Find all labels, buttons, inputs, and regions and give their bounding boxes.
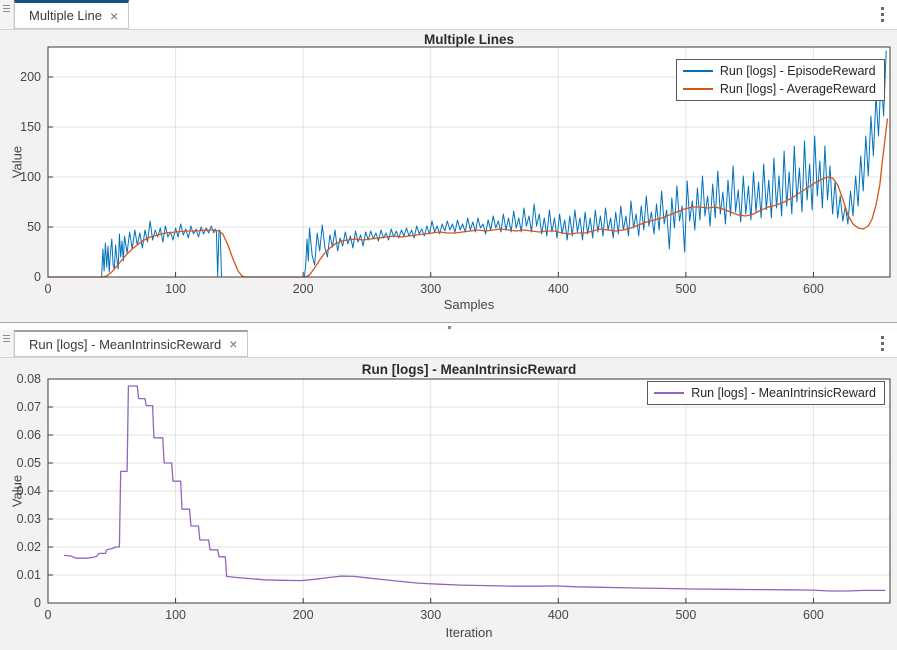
svg-text:0.02: 0.02 — [17, 540, 41, 554]
svg-text:100: 100 — [165, 608, 186, 622]
svg-text:150: 150 — [20, 120, 41, 134]
legend-entry: Run [logs] - AverageReward — [682, 80, 876, 98]
multiple-lines-panel: Multiple Lines 0 100 200 300 400 500 600 0 50 100… — [0, 30, 897, 322]
panel-grip-icon[interactable] — [0, 0, 14, 29]
svg-text:200: 200 — [20, 70, 41, 84]
legend-label: Run [logs] - EpisodeReward — [719, 64, 876, 78]
mean-intrinsic-reward-chart: 0 100 200 300 400 500 600 0 0.01 0.02 0.03 0.04 0.05… — [17, 372, 891, 622]
panel-grip-icon[interactable] — [0, 330, 14, 357]
chart-title: Multiple Lines — [423, 32, 514, 47]
svg-text:100: 100 — [20, 170, 41, 184]
svg-text:400: 400 — [548, 282, 569, 296]
tab-mean-intrinsic-reward[interactable]: Run [logs] - MeanIntrinsicReward × — [14, 330, 249, 357]
y-axis-label: Value — [9, 474, 25, 508]
y-axis-label: Value — [9, 145, 25, 179]
svg-text:300: 300 — [420, 282, 441, 296]
bottom-tab-bar: Run [logs] - MeanIntrinsicReward × — [0, 330, 897, 358]
svg-text:500: 500 — [675, 282, 696, 296]
svg-text:400: 400 — [548, 608, 569, 622]
panel-menu-kebab-icon[interactable] — [867, 330, 897, 357]
svg-text:0.01: 0.01 — [17, 568, 41, 582]
svg-text:0: 0 — [45, 608, 52, 622]
top-tab-bar: Multiple Line × — [0, 0, 897, 30]
tab-multiple-line[interactable]: Multiple Line × — [14, 0, 130, 29]
svg-text:600: 600 — [803, 608, 824, 622]
legend[interactable]: Run [logs] - EpisodeReward Run [logs] - A… — [675, 59, 885, 101]
svg-text:0.07: 0.07 — [17, 400, 41, 414]
splitter-handle-icon — [447, 326, 451, 329]
legend-entry: Run [logs] - MeanIntrinsicReward — [654, 384, 876, 402]
legend[interactable]: Run [logs] - MeanIntrinsicReward — [647, 381, 885, 405]
mean-intrinsic-reward-panel: Run [logs] - MeanIntrinsicReward 0 100 200… — [0, 358, 897, 650]
x-axis-label: Samples — [443, 297, 495, 312]
svg-text:0.03: 0.03 — [17, 512, 41, 526]
svg-text:0: 0 — [45, 282, 52, 296]
x-axis-label: Iteration — [445, 625, 493, 640]
svg-text:100: 100 — [165, 282, 186, 296]
panel-menu-kebab-icon[interactable] — [867, 0, 897, 29]
legend-entry: Run [logs] - EpisodeReward — [682, 62, 876, 80]
svg-text:500: 500 — [675, 608, 696, 622]
svg-text:0: 0 — [34, 596, 41, 610]
legend-label: Run [logs] - AverageReward — [719, 82, 876, 96]
legend-label: Run [logs] - MeanIntrinsicReward — [691, 386, 876, 400]
svg-text:300: 300 — [420, 608, 441, 622]
legend-line-swatch — [654, 392, 685, 394]
tab-label: Multiple Line — [29, 8, 102, 23]
svg-text:0.08: 0.08 — [17, 372, 41, 386]
legend-line-swatch — [682, 70, 713, 72]
svg-text:200: 200 — [293, 608, 314, 622]
chart-title: Run [logs] - MeanIntrinsicReward — [361, 362, 577, 377]
svg-text:50: 50 — [27, 220, 41, 234]
svg-text:0.04: 0.04 — [17, 484, 41, 498]
close-tab-icon[interactable]: × — [229, 336, 238, 352]
tab-label: Run [logs] - MeanIntrinsicReward — [29, 336, 222, 352]
svg-text:200: 200 — [293, 282, 314, 296]
close-tab-icon[interactable]: × — [110, 7, 119, 24]
legend-line-swatch — [682, 88, 713, 90]
svg-text:0: 0 — [34, 270, 41, 284]
svg-text:0.06: 0.06 — [17, 428, 41, 442]
svg-text:0.05: 0.05 — [17, 456, 41, 470]
svg-text:600: 600 — [803, 282, 824, 296]
